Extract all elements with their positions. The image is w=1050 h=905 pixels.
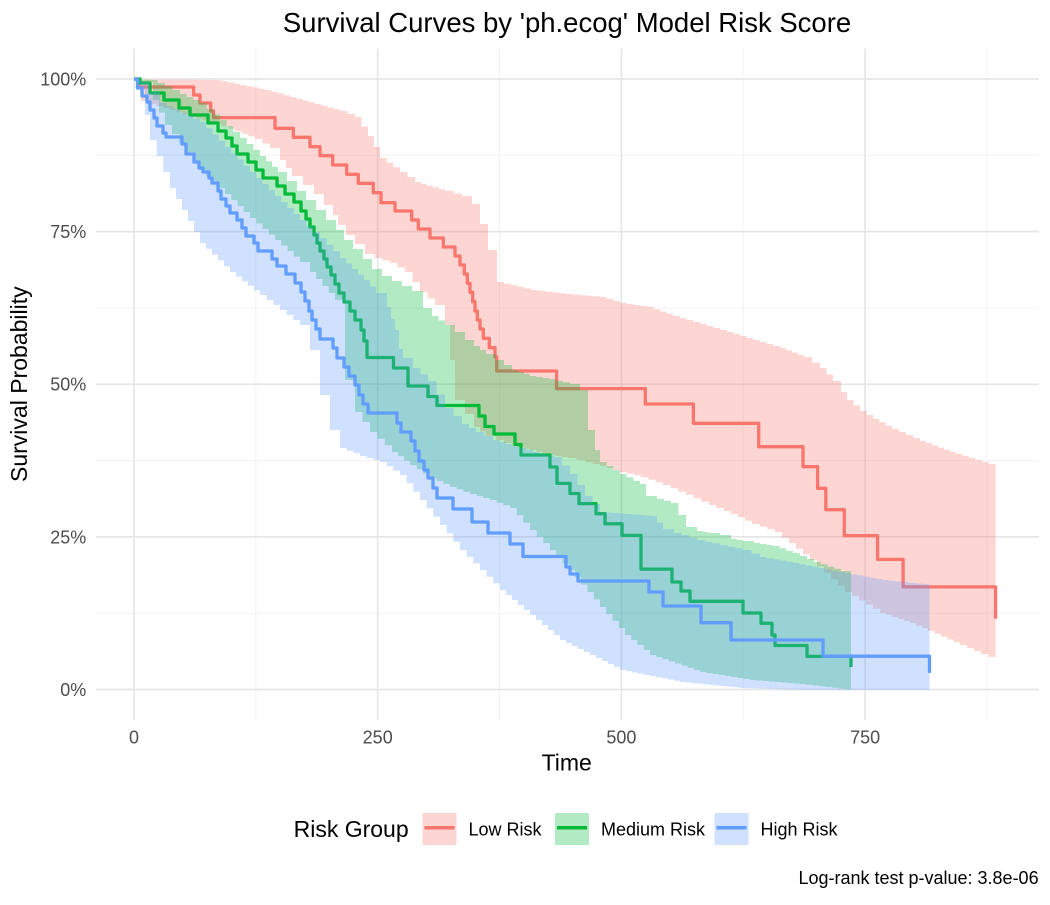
svg-text:100%: 100% xyxy=(40,70,86,90)
svg-text:500: 500 xyxy=(606,728,636,748)
svg-text:Survival Curves by 'ph.ecog' M: Survival Curves by 'ph.ecog' Model Risk … xyxy=(283,7,851,38)
svg-text:0%: 0% xyxy=(60,680,86,700)
svg-text:Log-rank test p-value: 3.8e-06: Log-rank test p-value: 3.8e-06 xyxy=(798,868,1038,888)
svg-text:Medium Risk: Medium Risk xyxy=(601,820,706,840)
svg-text:50%: 50% xyxy=(50,375,86,395)
svg-text:Risk Group: Risk Group xyxy=(294,816,409,842)
svg-text:75%: 75% xyxy=(50,222,86,242)
svg-text:250: 250 xyxy=(363,728,393,748)
svg-text:Time: Time xyxy=(542,749,592,775)
svg-text:High Risk: High Risk xyxy=(761,820,839,840)
svg-text:750: 750 xyxy=(850,728,880,748)
svg-text:25%: 25% xyxy=(50,527,86,547)
svg-text:Survival Probability: Survival Probability xyxy=(6,286,32,482)
svg-text:Low Risk: Low Risk xyxy=(469,820,543,840)
svg-text:0: 0 xyxy=(129,728,139,748)
